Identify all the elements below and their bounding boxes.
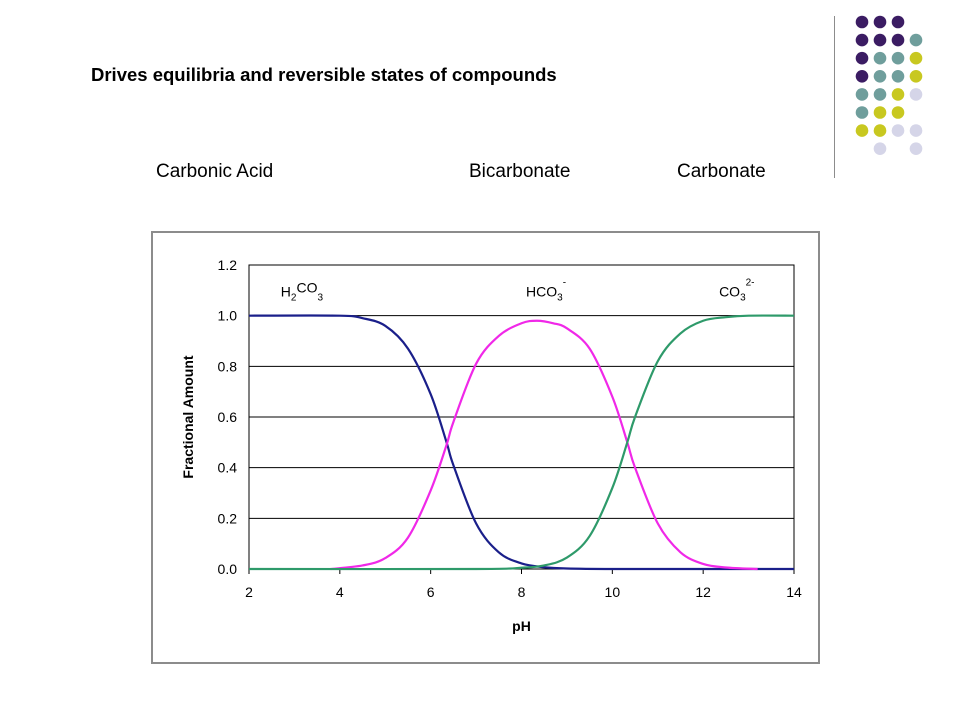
series-annotation: CO32- xyxy=(719,278,754,304)
dot-purple xyxy=(855,51,869,65)
title-divider xyxy=(834,16,835,178)
dot-purple xyxy=(873,33,887,47)
dot-teal xyxy=(891,70,905,83)
x-tick-label: 6 xyxy=(427,584,435,600)
annotation-base: HCO xyxy=(526,284,557,300)
y-tick-label: 0.8 xyxy=(218,358,238,374)
x-tick-label: 14 xyxy=(786,584,802,600)
series-annotation: H2CO3 xyxy=(281,280,324,304)
slide-title: Drives equilibria and reversible states … xyxy=(91,64,557,85)
y-tick-label: 0.4 xyxy=(218,460,238,476)
dot-teal xyxy=(873,70,887,83)
dot-lavender xyxy=(873,142,887,155)
annotation-sup: 2- xyxy=(746,278,755,289)
x-tick-label: 4 xyxy=(336,584,344,600)
dot-olive xyxy=(855,124,869,137)
dot-olive xyxy=(891,106,905,119)
dot-olive xyxy=(909,51,923,65)
annotation-mid: CO xyxy=(296,280,317,296)
y-tick-label: 0.2 xyxy=(218,510,238,526)
dot-teal xyxy=(855,106,869,119)
dot-lavender xyxy=(909,142,923,155)
dot-purple xyxy=(855,15,869,29)
dot-purple xyxy=(855,33,869,47)
dot-olive xyxy=(891,88,905,101)
y-tick-label: 0.6 xyxy=(218,409,238,425)
dot-lavender xyxy=(891,124,905,137)
dot-purple xyxy=(873,15,887,29)
series-line-1 xyxy=(330,319,758,571)
y-tick-label: 1.0 xyxy=(218,308,238,324)
dot-olive xyxy=(909,70,923,83)
dot-lavender xyxy=(909,124,923,137)
annotation-sub2: 3 xyxy=(317,293,323,304)
dot-olive xyxy=(873,106,887,119)
plot-area-border xyxy=(248,264,795,570)
dot-teal xyxy=(855,88,869,101)
dot-purple xyxy=(891,15,905,29)
dot-teal xyxy=(873,51,887,65)
dot-lavender xyxy=(909,88,923,101)
x-tick-label: 2 xyxy=(245,584,253,600)
annotation-base: CO xyxy=(719,284,740,300)
dot-olive xyxy=(873,124,887,137)
y-axis-label: Fractional Amount xyxy=(180,355,196,478)
dot-purple xyxy=(891,33,905,47)
species-label-bicarbonate: Bicarbonate xyxy=(469,161,571,182)
series-annotation: HCO3- xyxy=(526,278,566,304)
x-tick-label: 10 xyxy=(605,584,621,600)
annotation-sub2: 3 xyxy=(557,293,563,304)
y-tick-label: 1.2 xyxy=(218,257,238,273)
chart-frame: 0.0 0.2 0.4 0.6 0.8 1.0 1.2 2 4 6 8 10 12 14 pH Fractio… xyxy=(151,231,820,664)
y-tick-label: 0.0 xyxy=(218,561,238,577)
annotation-sup: - xyxy=(563,278,566,289)
x-axis-label: pH xyxy=(512,618,531,634)
x-tick-label: 8 xyxy=(518,584,526,600)
dot-teal xyxy=(909,33,923,47)
dot-teal xyxy=(873,88,887,101)
dot-teal xyxy=(891,51,905,65)
species-label-carbonic-acid: Carbonic Acid xyxy=(156,161,274,182)
dot-purple xyxy=(855,70,869,83)
annotation-sub2: 3 xyxy=(740,293,746,304)
annotation-sub1: 2 xyxy=(291,293,297,304)
annotation-base: H xyxy=(281,284,291,300)
species-label-carbonate: Carbonate xyxy=(677,161,766,182)
speciation-chart: 0.0 0.2 0.4 0.6 0.8 1.0 1.2 2 4 6 8 10 12 14 pH Fractio… xyxy=(180,257,802,634)
series-line-2 xyxy=(248,314,795,571)
x-tick-label: 12 xyxy=(695,584,711,600)
series-line-0 xyxy=(248,314,794,571)
